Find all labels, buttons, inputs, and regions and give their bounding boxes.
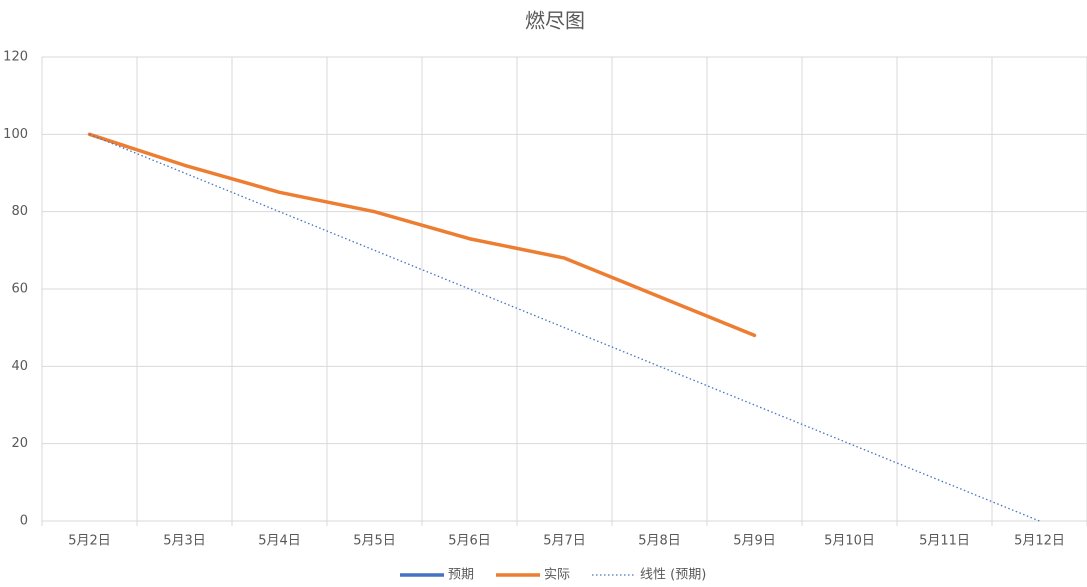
x-tick-label: 5月3日 xyxy=(163,534,206,549)
x-tick-label: 5月2日 xyxy=(68,534,111,549)
x-tick-label: 5月11日 xyxy=(919,534,970,549)
x-tick-label: 5月9日 xyxy=(733,534,776,549)
y-tick-label: 40 xyxy=(11,359,28,374)
x-tick-label: 5月4日 xyxy=(258,534,301,549)
x-tick-label: 5月8日 xyxy=(638,534,681,549)
x-tick-label: 5月12日 xyxy=(1014,534,1065,549)
x-tick-label: 5月10日 xyxy=(824,534,875,549)
x-tick-label: 5月6日 xyxy=(448,534,491,549)
y-tick-label: 0 xyxy=(20,514,28,529)
y-tick-label: 100 xyxy=(3,127,28,142)
chart-title: 燃尽图 xyxy=(525,9,585,33)
y-tick-label: 80 xyxy=(11,204,28,219)
x-tick-label: 5月5日 xyxy=(353,534,396,549)
y-tick-label: 20 xyxy=(11,436,28,451)
series-line xyxy=(87,132,757,338)
x-tick-label: 5月7日 xyxy=(543,534,586,549)
y-tick-label: 120 xyxy=(3,50,28,65)
y-tick-label: 60 xyxy=(11,282,28,297)
trendline xyxy=(89,133,1040,522)
legend-label: 实际 xyxy=(544,568,570,583)
legend-label: 线性 (预期) xyxy=(640,568,706,583)
legend-label: 预期 xyxy=(448,568,474,583)
